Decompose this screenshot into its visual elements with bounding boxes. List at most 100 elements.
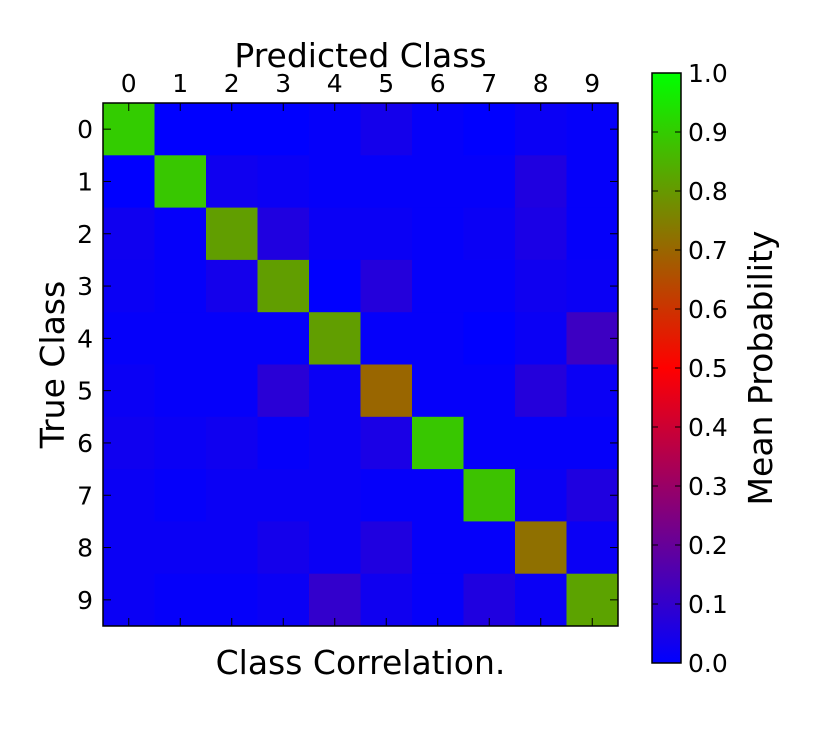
x-tick-label: 1: [172, 69, 188, 98]
chart-caption: Class Correlation.: [216, 643, 506, 682]
heatmap-cell-8-4: [309, 521, 361, 575]
heatmap-cell-5-1: [154, 364, 207, 418]
heatmap-cell-1-2: [206, 155, 258, 209]
heatmap-cell-0-7: [463, 103, 516, 156]
heatmap-cell-0-8: [515, 103, 567, 156]
heatmap-cell-2-2: [206, 207, 258, 261]
heatmap-cell-9-2: [206, 573, 258, 627]
heatmap-cell-2-3: [257, 207, 310, 261]
heatmap-cell-6-5: [360, 416, 413, 470]
y-tick-label: 1: [77, 167, 93, 196]
heatmap-cell-2-5: [360, 207, 413, 261]
heatmap-cell-0-3: [257, 103, 310, 156]
heatmap-cell-6-0: [103, 416, 155, 470]
heatmap-cell-3-9: [566, 259, 619, 313]
heatmap-cell-0-2: [206, 103, 258, 156]
x-tick-label: 9: [584, 69, 600, 98]
heatmap-cell-5-8: [515, 364, 567, 418]
heatmap-cell-3-8: [515, 259, 567, 313]
heatmap-cell-6-8: [515, 416, 567, 470]
heatmap-cell-9-6: [412, 573, 464, 627]
heatmap-cell-8-2: [206, 521, 258, 575]
heatmap-cell-3-5: [360, 259, 413, 313]
heatmap-cell-7-0: [103, 469, 155, 522]
heatmap-cell-8-7: [463, 521, 516, 575]
heatmap-cell-1-1: [154, 155, 207, 209]
heatmap-cell-0-0: [103, 103, 155, 156]
heatmap-cell-5-6: [412, 364, 464, 418]
heatmap-cell-7-4: [309, 469, 361, 522]
heatmap-cell-5-3: [257, 364, 310, 418]
heatmap-cell-8-8: [515, 521, 567, 575]
heatmap-cell-2-9: [566, 207, 619, 261]
heatmap-cell-4-0: [103, 312, 155, 365]
heatmap-cell-1-0: [103, 155, 155, 209]
heatmap-cell-6-2: [206, 416, 258, 470]
heatmap-cell-7-5: [360, 469, 413, 522]
x-tick-label: 3: [275, 69, 291, 98]
heatmap-cell-9-9: [566, 573, 619, 627]
colorbar-ticks: 0.0 0.1 0.2 0.3 0.4 0.5 0.6 0.7 0.8 0.9 1.0: [652, 59, 728, 678]
x-tick-label: 4: [327, 69, 343, 98]
heatmap-cell-5-7: [463, 364, 516, 418]
heatmap-cell-7-7: [463, 469, 516, 522]
heatmap-cell-1-3: [257, 155, 310, 209]
heatmap-cell-8-1: [154, 521, 207, 575]
heatmap-cell-1-6: [412, 155, 464, 209]
heatmap-cell-5-5: [360, 364, 413, 418]
heatmap-cell-9-0: [103, 573, 155, 627]
heatmap-cell-9-1: [154, 573, 207, 627]
heatmap-cell-0-9: [566, 103, 619, 156]
x-tick-label: 2: [224, 69, 240, 98]
heatmap-cell-7-8: [515, 469, 567, 522]
heatmap-cell-8-5: [360, 521, 413, 575]
colorbar-tick-label: 0.7: [688, 236, 728, 265]
y-tick-label: 5: [77, 377, 93, 406]
heatmap-cell-6-6: [412, 416, 464, 470]
x-tick-label: 7: [481, 69, 497, 98]
heatmap-cell-7-1: [154, 469, 207, 522]
heatmap-cell-3-7: [463, 259, 516, 313]
y-tick-label: 4: [77, 324, 93, 353]
heatmap-cell-3-2: [206, 259, 258, 313]
heatmap-cell-7-3: [257, 469, 310, 522]
heatmap-cell-4-6: [412, 312, 464, 365]
heatmap-cell-5-0: [103, 364, 155, 418]
colorbar-tick-label: 0.4: [688, 413, 728, 442]
heatmap-cell-1-8: [515, 155, 567, 209]
colorbar-tick-label: 0.3: [688, 472, 728, 501]
heatmap-cell-2-6: [412, 207, 464, 261]
colorbar-title: Mean Probability: [741, 231, 780, 506]
y-tick-label: 7: [77, 481, 93, 510]
heatmap-cell-4-4: [309, 312, 361, 365]
heatmap-cell-3-1: [154, 259, 207, 313]
heatmap-cell-4-7: [463, 312, 516, 365]
x-axis-ticks: 0 1 2 3 4 5 6 7 8 9: [121, 69, 600, 626]
heatmap-cell-8-0: [103, 521, 155, 575]
heatmap-cell-8-6: [412, 521, 464, 575]
heatmap-cell-6-9: [566, 416, 619, 470]
heatmap-cell-2-7: [463, 207, 516, 261]
heatmap-cell-0-5: [360, 103, 413, 156]
heatmap-cell-6-7: [463, 416, 516, 470]
colorbar-tick-label: 0.8: [688, 177, 728, 206]
colorbar-tick-label: 0.9: [688, 118, 728, 147]
heatmap-cell-5-4: [309, 364, 361, 418]
heatmap-cell-6-4: [309, 416, 361, 470]
heatmap-cell-4-5: [360, 312, 413, 365]
y-tick-label: 9: [77, 586, 93, 615]
heatmap-cell-6-3: [257, 416, 310, 470]
heatmap-cells: [103, 103, 619, 627]
heatmap-cell-4-9: [566, 312, 619, 365]
colorbar-tick-label: 0.1: [688, 590, 728, 619]
x-tick-label: 0: [121, 69, 137, 98]
heatmap-cell-3-6: [412, 259, 464, 313]
heatmap-cell-0-6: [412, 103, 464, 156]
heatmap-cell-1-5: [360, 155, 413, 209]
heatmap-cell-7-9: [566, 469, 619, 522]
heatmap-cell-4-1: [154, 312, 207, 365]
colorbar-tick-label: 0.0: [688, 649, 728, 678]
y-tick-label: 6: [77, 429, 93, 458]
heatmap-cell-2-0: [103, 207, 155, 261]
